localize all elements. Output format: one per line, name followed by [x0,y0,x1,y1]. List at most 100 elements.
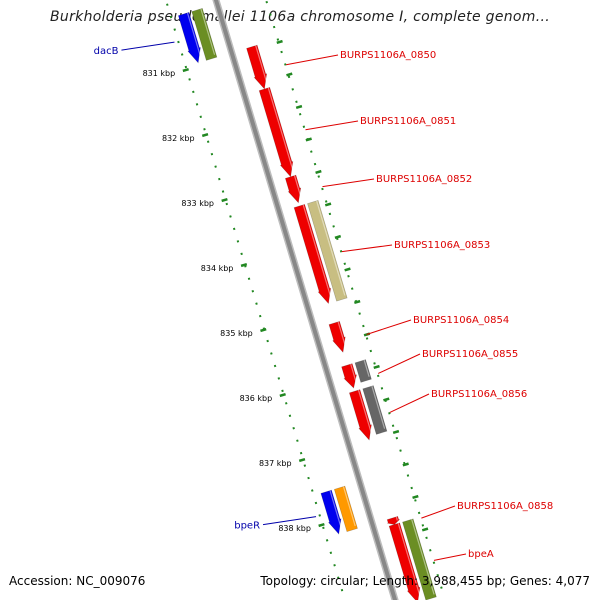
tick-label: 837 kbp [259,459,292,468]
gene-arrow[interactable] [191,8,218,61]
label-leader [322,178,375,188]
minor-tick [402,462,409,467]
gene-arrow[interactable] [386,516,400,526]
label-leader [421,505,456,519]
major-tick [334,234,342,240]
label-leader [433,553,467,561]
minor-tick [383,397,390,402]
gene-feature[interactable] [386,516,400,526]
gene-highlight [397,523,422,599]
label-leader [121,41,175,51]
major-tick [182,67,189,73]
label-leader [389,393,430,413]
gene-label[interactable]: dacB [94,46,119,57]
accession-label: Accession: NC_009076 [9,574,146,588]
gene-highlight [411,519,435,595]
gene-feature[interactable] [348,389,375,441]
gene-highlight [350,363,358,385]
gene-feature[interactable] [388,522,424,600]
gene-arrow[interactable] [258,87,297,178]
major-tick [201,132,209,138]
major-tick [295,104,303,110]
kbp-ticks: 831 kbp 832 kbp 833 kbp 834 kbp 835 kbp 836 k… [143,39,429,533]
gene-label[interactable]: BURPS1106A_0852 [376,174,472,185]
gene-feature[interactable] [333,485,358,532]
gene-label[interactable]: BURPS1106A_0851 [360,116,456,127]
gene-highlight [371,385,386,429]
gene-label[interactable]: bpeA [468,549,494,560]
gene-arrow[interactable] [388,522,424,600]
gene-label[interactable]: BURPS1106A_0853 [394,240,490,251]
gene-feature[interactable] [246,44,271,91]
map-title: Burkholderia pseudomallei 1106a chromoso… [50,9,550,25]
gene-feature[interactable] [258,87,297,178]
gene-feature[interactable] [177,12,204,64]
major-tick [298,457,306,463]
label-leader [341,244,393,253]
gene-arrow[interactable] [293,204,335,305]
major-tick [318,522,325,528]
gene-label[interactable]: BURPS1106A_0855 [422,349,518,360]
gene-arrow[interactable] [177,12,204,64]
minor-tick [286,72,293,77]
minor-tick [421,527,429,532]
dotted-line-right [265,0,445,597]
tick-label: 836 kbp [240,394,273,403]
major-tick [260,327,267,333]
topology-label: Topology: circular; Length: 3,988,455 bp… [260,574,590,588]
gene-highlight [293,175,302,199]
major-tick [392,429,400,435]
gene-feature[interactable] [402,518,437,600]
gene-highlight [363,359,370,377]
gene-arrow[interactable] [341,363,360,389]
major-tick [276,39,283,45]
label-leader [305,120,359,131]
gene-arrow[interactable] [354,359,372,383]
gene-highlight [302,204,333,300]
major-tick [315,169,322,175]
gene-feature[interactable] [354,359,372,383]
tick-label: 831 kbp [143,69,176,78]
minor-tick [324,202,332,207]
sequence-backbone [212,0,399,600]
major-tick [353,299,361,305]
gene-arrow[interactable] [348,389,375,441]
gene-highlight [395,516,398,521]
tick-label: 838 kbp [278,524,311,533]
gene-arrow[interactable] [246,44,271,91]
gene-label[interactable]: BURPS1106A_0850 [340,50,436,61]
gene-highlight [329,490,343,531]
gene-arrow[interactable] [328,321,349,354]
backbone-line [213,0,398,600]
gene-arrow[interactable] [284,174,304,205]
gene-arrow[interactable] [333,485,358,532]
minor-tick [344,267,351,272]
label-leader [366,319,412,335]
gene-label[interactable]: BURPS1106A_0858 [457,501,553,512]
gene-label[interactable]: bpeR [234,521,260,532]
gene-feature[interactable] [362,385,388,435]
gene-label[interactable]: BURPS1106A_0856 [431,389,527,400]
gene-arrow[interactable] [402,518,437,600]
gene-arrow[interactable] [362,385,388,435]
major-tick [412,494,419,500]
gene-feature[interactable] [320,489,345,536]
gene-feature[interactable] [293,204,335,305]
label-leader [286,54,339,66]
gene-feature[interactable] [307,200,348,302]
gene-label[interactable]: BURPS1106A_0854 [413,315,509,326]
gene-highlight [337,321,347,349]
gene-feature[interactable] [341,363,360,389]
gene-feature[interactable] [191,8,218,61]
gene-highlight [267,87,295,173]
gene-feature[interactable] [284,174,304,205]
dotted-line-left [166,3,346,600]
gene-features[interactable] [177,8,437,600]
tick-label: 834 kbp [201,264,234,273]
gene-feature[interactable] [328,321,349,354]
gene-arrow[interactable] [307,200,348,302]
tick-label: 835 kbp [220,329,253,338]
gene-highlight [357,389,373,437]
gene-arrow[interactable] [320,489,345,536]
